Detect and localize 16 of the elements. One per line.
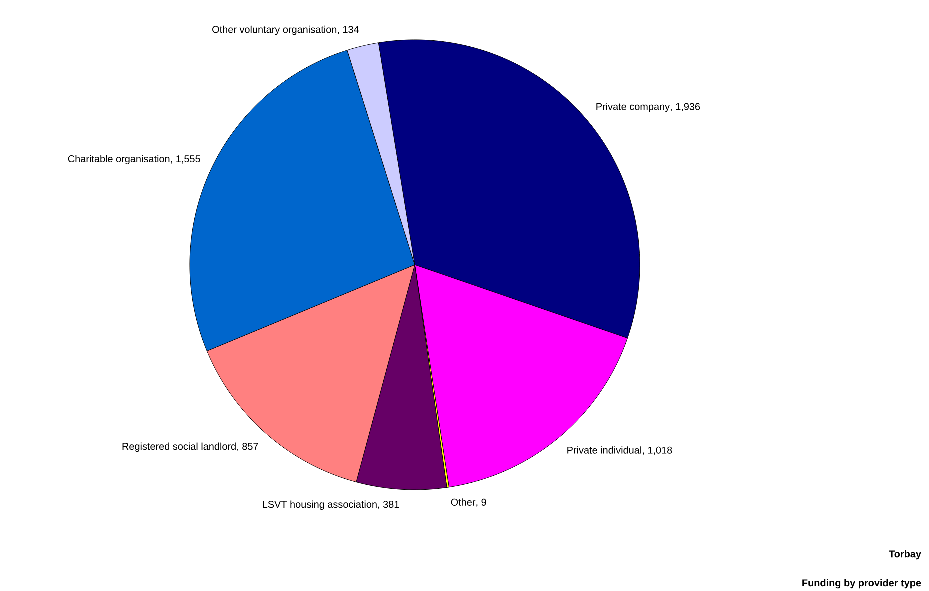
- slice-label: Charitable organisation: [68, 155, 170, 165]
- slice-label: Private company: [596, 103, 670, 112]
- data-label: , 381: [378, 501, 400, 510]
- data-label: , 134: [338, 26, 360, 34]
- text: Funding by provider type: [802, 579, 922, 589]
- data-label: , 9: [476, 498, 486, 508]
- slice-label: Private individual: [568, 446, 642, 454]
- data-label: , 857: [238, 443, 258, 452]
- slice-label: Registered social landlord: [122, 442, 236, 452]
- data-label: , 1,936: [670, 103, 700, 112]
- data-label: , 1,018: [643, 446, 672, 456]
- slice-label: LSVT housing association: [263, 500, 377, 510]
- slice-label: Other voluntary organisation: [212, 26, 337, 36]
- slice-label: Other: [451, 498, 476, 506]
- data-label: , 1,555: [171, 156, 200, 164]
- text: Torbay: [889, 550, 922, 560]
